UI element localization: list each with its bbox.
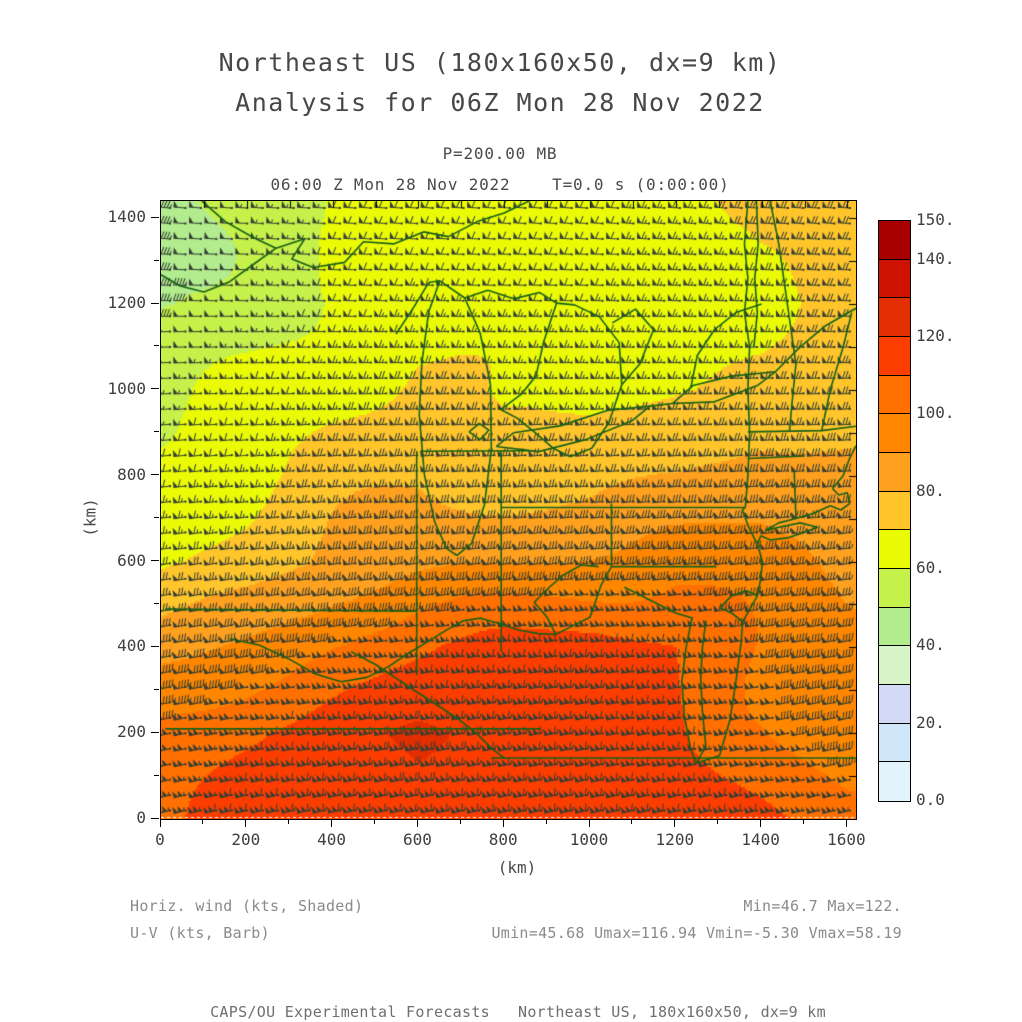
y-tick-label: 200 (117, 722, 146, 742)
y-axis-label: (km) (80, 498, 100, 537)
axis-tick (803, 819, 805, 824)
colorbar-tick-label: 100. (916, 403, 955, 423)
axis-tick (845, 819, 847, 827)
colorbar-tick-label: 20. (916, 712, 945, 732)
x-tick-label: 0 (155, 830, 165, 849)
credit-line: CAPS/OU Experimental Forecasts Northeast… (210, 1003, 826, 1021)
x-axis-label: (km) (497, 858, 537, 877)
colorbar-segment (879, 723, 910, 763)
colorbar-tick-label: 140. (916, 248, 955, 268)
wind-field-canvas (161, 201, 856, 819)
axis-tick (674, 819, 676, 827)
y-tick-label: 800 (117, 464, 146, 484)
x-tick-label: 800 (488, 830, 518, 849)
axis-tick (151, 560, 159, 561)
colorbar-segment (879, 530, 910, 569)
field-minmax-label: Min=46.7 Max=122. (743, 897, 902, 915)
y-tick-label: 1000 (107, 378, 146, 398)
y-tick-label: 1400 (107, 207, 146, 227)
colorbar-tick-label: 80. (916, 480, 945, 500)
axis-tick (151, 817, 159, 819)
axis-tick (154, 688, 159, 690)
figure-title: Northeast US (180x160x50, dx=9 km) (218, 48, 782, 77)
axis-tick (588, 819, 590, 827)
x-tick-label: 200 (231, 830, 261, 849)
colorbar-tick-label: 120. (916, 326, 955, 345)
axis-tick (159, 819, 161, 827)
barb-field-caption: U-V (kts, Barb) (130, 924, 270, 942)
axis-tick (502, 819, 504, 827)
axis-tick (151, 731, 159, 733)
axis-tick (760, 819, 762, 827)
colorbar-segment (879, 298, 910, 337)
axis-tick (154, 602, 159, 604)
colorbar-segment (879, 762, 910, 801)
colorbar-segment (879, 646, 910, 685)
axis-tick (545, 819, 547, 824)
x-tick-label: 1200 (655, 830, 695, 849)
axis-tick (717, 819, 719, 824)
colorbar-tick-label: 60. (916, 558, 945, 577)
axis-tick (154, 774, 159, 776)
axis-tick (151, 302, 159, 304)
colorbar-segment (879, 491, 910, 531)
colorbar-tick-label: 40. (916, 635, 945, 655)
colorbar-segment (879, 452, 910, 492)
colorbar-segment (879, 414, 910, 453)
x-tick-label: 1600 (827, 830, 866, 849)
axis-tick (374, 819, 375, 824)
y-tick-label: 1200 (107, 293, 146, 312)
y-tick-label: 400 (117, 636, 146, 656)
shaded-field-caption: Horiz. wind (kts, Shaded) (130, 897, 364, 915)
colorbar-segment (879, 684, 910, 724)
axis-tick (331, 819, 333, 827)
axis-tick (288, 819, 290, 824)
axis-tick (154, 345, 159, 347)
axis-tick (154, 431, 159, 433)
x-tick-label: 1400 (741, 830, 780, 849)
x-tick-label: 1000 (569, 830, 609, 849)
axis-tick (459, 819, 461, 824)
axis-tick (151, 474, 159, 476)
axis-tick (154, 259, 159, 261)
axis-tick (631, 819, 633, 824)
uv-stats-label: Umin=45.68 Umax=116.94 Vmin=-5.30 Vmax=5… (491, 924, 902, 942)
y-tick-label: 600 (117, 550, 146, 570)
axis-tick (245, 819, 247, 827)
colorbar-segment (879, 259, 910, 299)
colorbar-segment (879, 375, 910, 415)
figure-subtitle: Analysis for 06Z Mon 28 Nov 2022 (235, 88, 765, 117)
axis-tick (202, 819, 204, 824)
colorbar-segment (879, 336, 910, 376)
axis-tick (151, 216, 159, 218)
map-plot-frame (160, 200, 857, 820)
colorbar (878, 220, 911, 802)
x-tick-label: 400 (317, 830, 347, 849)
axis-tick (154, 517, 159, 519)
axis-tick (151, 645, 159, 647)
valid-time-label: 06:00 Z Mon 28 Nov 2022 T=0.0 s (0:00:00… (270, 175, 730, 194)
colorbar-segment (879, 607, 910, 647)
x-tick-label: 600 (402, 830, 432, 849)
y-tick-label: 0 (136, 808, 146, 827)
axis-tick (151, 388, 159, 390)
axis-tick (416, 819, 418, 827)
pressure-level-label: P=200.00 MB (442, 144, 558, 163)
colorbar-segment (879, 568, 910, 608)
colorbar-tick-label: 0.0 (916, 790, 945, 809)
colorbar-segment (879, 221, 910, 260)
colorbar-tick-label: 150. (916, 210, 955, 229)
